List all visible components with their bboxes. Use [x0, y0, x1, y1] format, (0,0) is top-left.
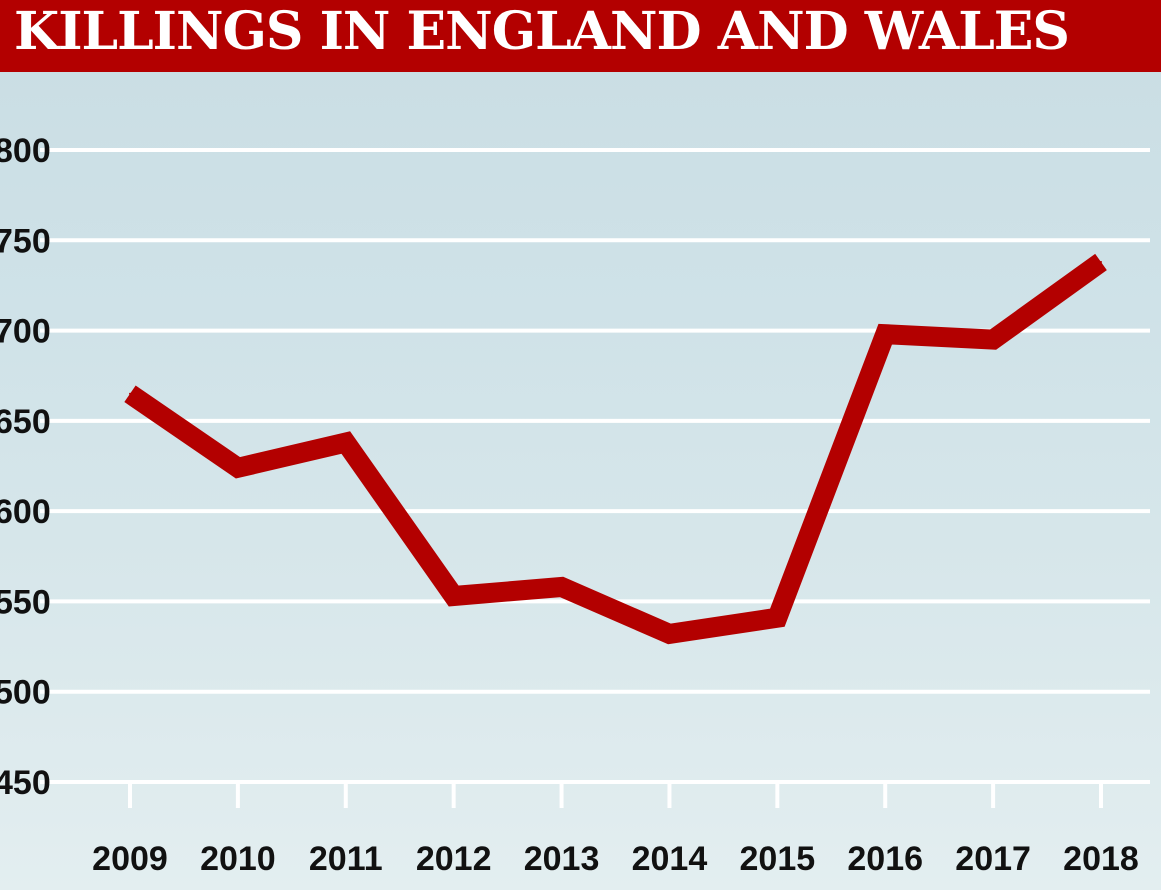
data-point [452, 595, 455, 598]
y-tick-label: 550 [0, 583, 51, 621]
data-point [776, 616, 779, 619]
x-tick-label: 2012 [416, 840, 492, 878]
y-tick-label: 600 [0, 493, 51, 531]
x-tick-label: 2016 [847, 840, 923, 878]
y-axis-ticks: 800 750 700 650 600 550 500 450 [0, 132, 51, 802]
x-tick-label: 2018 [1063, 840, 1139, 878]
x-tick-label: 2014 [632, 840, 708, 878]
title-bar: KILLINGS IN ENGLAND AND WALES [0, 0, 1161, 72]
x-tick-label: 2010 [200, 840, 276, 878]
y-tick-label: 450 [0, 764, 51, 802]
data-point [884, 333, 887, 336]
data-point [236, 466, 239, 469]
data-point [992, 338, 995, 341]
y-tick-label: 750 [0, 222, 51, 260]
data-point [668, 632, 671, 635]
x-tick-label: 2017 [955, 840, 1031, 878]
y-tick-label: 500 [0, 674, 51, 712]
chart-title: KILLINGS IN ENGLAND AND WALES [14, 1, 1070, 62]
y-tick-label: 700 [0, 313, 51, 351]
series-line [124, 253, 1107, 645]
data-point [344, 441, 347, 444]
data-point [1100, 260, 1102, 263]
x-tick-label: 2011 [309, 840, 383, 878]
line-chart: 800 750 700 650 600 550 500 450 2009 2010 2011 201… [0, 132, 1150, 878]
x-axis-ticks: 2009 2010 2011 2012 2013 2014 2015 2016 2017 2018 [92, 782, 1139, 878]
y-tick-label: 800 [0, 132, 51, 170]
series-group [124, 253, 1107, 645]
gridlines [40, 148, 1150, 784]
x-tick-label: 2013 [524, 840, 600, 878]
data-point [560, 585, 563, 588]
x-tick-label: 2009 [92, 840, 168, 878]
data-point [129, 392, 131, 395]
y-tick-label: 650 [0, 403, 51, 441]
x-tick-label: 2015 [740, 840, 816, 878]
